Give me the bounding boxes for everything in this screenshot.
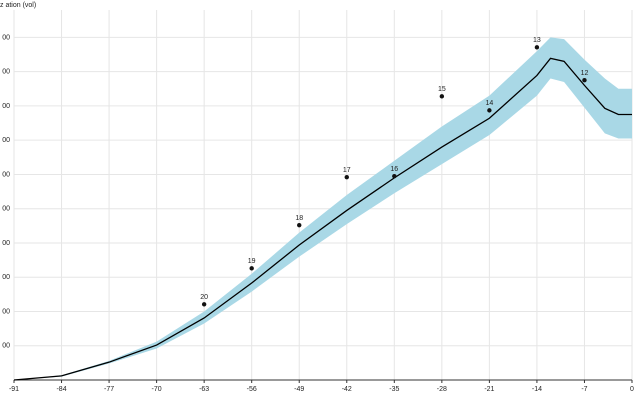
x-tick-label: -35 bbox=[389, 386, 399, 393]
y-tick-label: 00 bbox=[2, 308, 10, 315]
x-tick-label: 0 bbox=[630, 386, 634, 393]
x-tick-label: -21 bbox=[484, 386, 494, 393]
y-tick-label: 00 bbox=[2, 343, 10, 350]
point-label: 12 bbox=[581, 70, 589, 77]
line bbox=[13, 57, 632, 381]
x-tick-label: -77 bbox=[104, 386, 114, 393]
x-tick-label: -91 bbox=[9, 386, 19, 393]
point-label: 17 bbox=[343, 167, 351, 174]
x-tick-label: -42 bbox=[342, 386, 352, 393]
point bbox=[249, 266, 254, 271]
x-tick-label: -14 bbox=[532, 386, 542, 393]
point bbox=[344, 174, 349, 180]
point bbox=[201, 302, 207, 307]
point bbox=[582, 78, 587, 83]
point bbox=[392, 173, 397, 179]
point-label: 19 bbox=[248, 258, 256, 265]
point-label: 20 bbox=[200, 294, 208, 301]
point bbox=[534, 45, 540, 50]
x-tick-label: -28 bbox=[437, 386, 447, 393]
y-tick-label: 00 bbox=[2, 34, 10, 41]
point-label: 16 bbox=[390, 166, 398, 173]
x-tick-label: -7 bbox=[581, 386, 587, 393]
x-tick-label: -63 bbox=[199, 386, 209, 393]
y-tick-label: 00 bbox=[2, 103, 10, 110]
y-tick-label: 00 bbox=[2, 240, 10, 247]
x-tick-label: -70 bbox=[152, 386, 162, 393]
chart-title: z ation (vol) bbox=[0, 2, 36, 9]
x-tick-label: -56 bbox=[247, 386, 257, 393]
point-label: 15 bbox=[438, 86, 446, 93]
point-label: 13 bbox=[533, 37, 541, 44]
point bbox=[487, 108, 492, 113]
y-tick-label: 00 bbox=[2, 206, 10, 213]
point bbox=[439, 94, 445, 99]
x-tick-label: -49 bbox=[294, 386, 304, 393]
point-label: 14 bbox=[485, 100, 493, 107]
y-tick-label: 00 bbox=[2, 137, 10, 144]
point bbox=[297, 222, 302, 228]
y-tick-label: 00 bbox=[2, 171, 10, 178]
band bbox=[14, 37, 632, 380]
point-label: 18 bbox=[295, 215, 303, 222]
y-tick-label: 00 bbox=[2, 274, 10, 281]
x-tick-label: -84 bbox=[56, 386, 66, 393]
y-tick-label: 00 bbox=[2, 69, 10, 76]
